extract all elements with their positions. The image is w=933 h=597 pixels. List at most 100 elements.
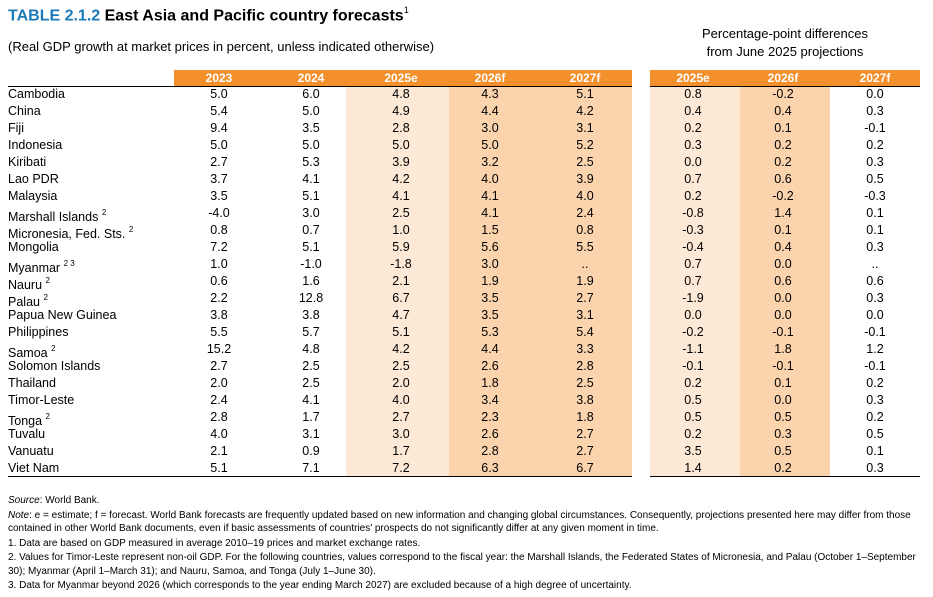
cell-2026f: 5.6 — [481, 240, 499, 254]
cell-2023: 5.5 — [210, 325, 228, 339]
cell-2024: 5.0 — [302, 104, 320, 118]
cell-2026f: 1.9 — [481, 274, 499, 288]
source-note: Source: World Bank. — [8, 494, 928, 507]
table-row: Myanmar 2 3 1.0 -1.0 -1.8 3.0.. 0.7 0.0.. — [0, 256, 933, 275]
cell-2027f: .. — [581, 257, 589, 271]
cell-diff-2026f: 0.4 — [774, 104, 792, 118]
diff-heading-line1: Percentage-point differences — [702, 26, 868, 41]
cell-2026f: 4.1 — [481, 189, 499, 203]
cell-2027f: 2.8 — [576, 359, 594, 373]
table-row: Fiji 9.4 3.5 2.8 3.0 3.1 0.2 0.1 -0.1 — [0, 120, 933, 137]
table-row: Philippines 5.5 5.7 5.1 5.3 5.4 -0.2 -0.1 -0.1 — [0, 324, 933, 341]
cell-diff-2026f: -0.1 — [772, 325, 794, 339]
country-label: Marshall Islands — [8, 210, 99, 225]
col-header-diff-2027f: 2027f — [859, 71, 891, 85]
cell-diff-2026f: 0.3 — [774, 427, 792, 441]
cell-2025e: 6.7 — [392, 291, 410, 305]
country-name: Mongolia — [8, 239, 59, 256]
diff-section-heading: Percentage-point differences from June 2… — [650, 25, 920, 61]
cell-2023: 0.6 — [210, 274, 228, 288]
table-row: Tuvalu 4.0 3.1 3.0 2.6 2.7 0.2 0.3 0.5 — [0, 426, 933, 443]
cell-2026f: 2.6 — [481, 427, 499, 441]
footnote-3: 3. Data for Myanmar beyond 2026 (which c… — [8, 580, 632, 592]
cell-2027f: 1.9 — [576, 274, 594, 288]
cell-2026f: 6.3 — [481, 461, 499, 475]
cell-2027f: 2.4 — [576, 206, 594, 220]
cell-diff-2025e: 0.5 — [684, 393, 702, 407]
country-name: China — [8, 103, 41, 120]
country-label: Indonesia — [8, 138, 63, 152]
table-row: Solomon Islands 2.7 2.5 2.5 2.6 2.8 -0.1 -0.1 -0… — [0, 358, 933, 375]
country-name: Vanuatu — [8, 443, 54, 460]
cell-2025e: 2.1 — [392, 274, 410, 288]
cell-diff-2025e: -0.8 — [682, 206, 704, 220]
country-name: Palau 2 — [8, 290, 48, 311]
cell-diff-2026f: 0.6 — [774, 172, 792, 186]
cell-2027f: 2.5 — [576, 155, 594, 169]
country-footnote-ref: 2 — [45, 412, 50, 421]
cell-2024: 3.0 — [302, 206, 320, 220]
col-header-2027f: 2027f — [569, 71, 601, 85]
cell-2023: 0.8 — [210, 223, 228, 237]
table-row: Cambodia 5.0 6.0 4.8 4.3 5.1 0.8 -0.2 0.0 — [0, 86, 933, 103]
cell-2024: 5.3 — [302, 155, 320, 169]
cell-2025e: 4.2 — [392, 172, 410, 186]
country-label: Viet Nam — [8, 461, 60, 475]
cell-2024: 5.1 — [302, 189, 320, 203]
cell-diff-2025e: 0.0 — [684, 155, 702, 169]
table-row: Nauru 2 0.6 1.6 2.1 1.9 1.9 0.7 0.6 0.6 — [0, 273, 933, 293]
cell-2026f: 3.5 — [481, 308, 499, 322]
cell-diff-2027f: 0.3 — [866, 240, 884, 254]
cell-diff-2026f: 0.1 — [774, 121, 792, 135]
country-name: Solomon Islands — [8, 358, 100, 375]
table-row: Palau 2 2.2 12.8 6.7 3.5 2.7 -1.9 0.0 0.3 — [0, 290, 933, 309]
table-subtitle: (Real GDP growth at market prices in per… — [8, 39, 435, 54]
cell-diff-2025e: 0.7 — [684, 274, 702, 288]
shade-2027f — [533, 86, 632, 476]
cell-2026f: 4.0 — [481, 172, 499, 186]
cell-2023: 2.8 — [210, 410, 228, 424]
cell-diff-2025e: 0.7 — [684, 257, 702, 271]
cell-2024: 4.1 — [302, 393, 320, 407]
cell-2025e: 7.2 — [392, 461, 410, 475]
table-row: Mongolia 7.2 5.1 5.9 5.6 5.5 -0.4 0.4 0.3 — [0, 239, 933, 256]
cell-2026f: 2.3 — [481, 410, 499, 424]
cell-diff-2025e: 0.7 — [684, 172, 702, 186]
country-name: Marshall Islands 2 — [8, 205, 106, 226]
cell-2025e: 4.8 — [392, 87, 410, 101]
cell-2025e: 4.2 — [392, 342, 410, 356]
cell-diff-2027f: -0.1 — [864, 359, 886, 373]
table-row: Viet Nam 5.1 7.1 7.2 6.3 6.7 1.4 0.2 0.3 — [0, 460, 933, 477]
cell-2026f: 3.0 — [481, 121, 499, 135]
cell-2027f: 5.2 — [576, 138, 594, 152]
cell-2027f: 3.3 — [576, 342, 594, 356]
cell-2023: 15.2 — [206, 342, 232, 356]
country-label: Samoa — [8, 346, 48, 361]
cell-2025e: 1.7 — [392, 444, 410, 458]
cell-2025e: 4.1 — [392, 189, 410, 203]
cell-diff-2026f: 0.5 — [774, 444, 792, 458]
cell-2024: 1.7 — [302, 410, 320, 424]
cell-2024: 12.8 — [298, 291, 324, 305]
country-footnote-ref: 2 — [128, 225, 134, 234]
cell-2023: 1.0 — [210, 257, 228, 271]
cell-2026f: 3.0 — [481, 257, 499, 271]
country-label: Nauru — [8, 278, 43, 293]
header-bar-main — [174, 70, 632, 86]
cell-2027f: 5.1 — [576, 87, 594, 101]
table-title: TABLE 2.1.2 East Asia and Pacific countr… — [8, 5, 409, 25]
cell-2025e: 4.0 — [392, 393, 410, 407]
country-name: Tonga 2 — [8, 409, 50, 430]
source-label: Source — [8, 495, 40, 506]
cell-2027f: 3.1 — [576, 121, 594, 135]
cell-2027f: 6.7 — [576, 461, 594, 475]
cell-2027f: 2.7 — [576, 291, 594, 305]
country-footnote-ref: 2 — [45, 276, 50, 285]
cell-2025e: 2.7 — [392, 410, 410, 424]
country-label: Mongolia — [8, 240, 59, 254]
cell-diff-2027f: 0.3 — [866, 393, 884, 407]
cell-2025e: 5.1 — [392, 325, 410, 339]
cell-diff-2027f: 1.2 — [866, 342, 884, 356]
country-label: Solomon Islands — [8, 359, 101, 373]
cell-2024: 1.6 — [302, 274, 320, 288]
